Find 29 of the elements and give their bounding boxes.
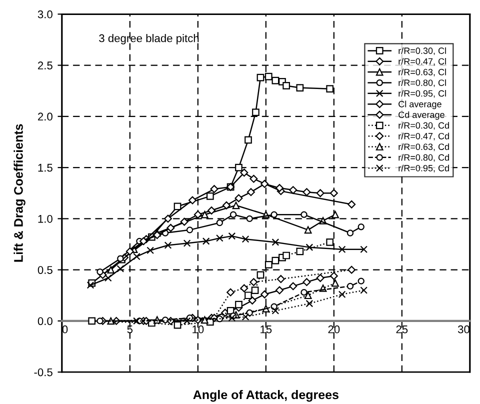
y-tick-label: 0.5: [38, 266, 52, 274]
legend-label: Cl average: [398, 100, 442, 110]
y-axis-title: Lift & Drag Coefficients: [14, 124, 26, 262]
legend-label: r/R=0.30, Cd: [398, 122, 449, 130]
x-tick-label: 0: [62, 325, 68, 334]
x-axis-title: Angle of Attack, degrees: [193, 390, 338, 402]
legend-label: r/R=0.47, Cd: [398, 132, 449, 140]
legend-label: r/R=0.63, Cd: [398, 143, 449, 152]
legend-label: r/R=0.95, Cd: [398, 164, 449, 172]
x-tick-label: 20: [328, 325, 340, 334]
legend-label: r/R=0.80, Cl: [398, 79, 446, 88]
y-tick-label: 1.5: [38, 164, 52, 172]
x-tick-label: 10: [192, 325, 204, 334]
legend-label: r/R=0.63, Cl: [398, 68, 446, 76]
y-tick-label: 2.5: [38, 62, 52, 70]
annotation: 3 degree blade pitch: [99, 34, 199, 44]
legend-label: r/R=0.30, Cl: [398, 47, 446, 56]
legend-label: Cd average: [398, 111, 444, 120]
legend-label: r/R=0.95, Cl: [398, 90, 446, 98]
y-tick-label: -0.5: [34, 368, 52, 376]
y-tick-label: 0.0: [38, 317, 52, 326]
x-tick-label: 25: [396, 325, 408, 334]
x-tick-label: 5: [127, 326, 133, 334]
y-tick-label: 2.0: [38, 112, 52, 121]
x-tick-label: 15: [260, 326, 272, 334]
y-tick-label: 3.0: [38, 10, 52, 18]
legend-label: r/R=0.47, Cl: [398, 58, 446, 66]
y-tick-label: 1.0: [38, 214, 52, 223]
legend-label: r/R=0.80, Cd: [398, 154, 449, 162]
